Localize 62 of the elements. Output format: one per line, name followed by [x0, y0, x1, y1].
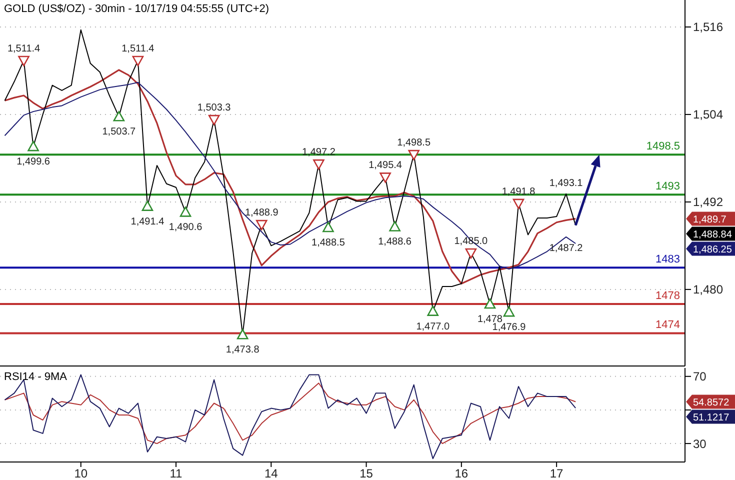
ref-line-label: 1474 [656, 319, 680, 332]
point [236, 329, 248, 340]
point [208, 114, 220, 126]
ref-line-label: 1478 [656, 290, 680, 302]
chart-title: GOLD (US$/OZ) - 30min - 10/17/19 04:55:55 (UTC+2) [4, 3, 270, 15]
data-label: 1,495.4 [368, 160, 402, 172]
y-tick-label: 70 [693, 370, 707, 384]
point [142, 200, 154, 211]
text: 1,486.25 [693, 244, 732, 256]
ref-line-label: 1498.5 [646, 140, 680, 153]
ref-line-label: 1493 [656, 180, 680, 193]
point [512, 198, 524, 210]
y-tick-label: 1,480 [693, 282, 724, 297]
point [180, 206, 192, 217]
point [389, 221, 400, 232]
y-tick-label: 30 [693, 436, 707, 451]
data-label: 1,487.2 [549, 242, 584, 254]
text: 1,489.7 [693, 214, 727, 226]
y-tick-label: 1,504 [693, 108, 724, 122]
point [18, 56, 30, 66]
point [408, 150, 420, 160]
point [427, 306, 439, 316]
point [465, 248, 477, 259]
y-tick-label: 1,492 [693, 195, 724, 210]
data-label: 1,499.6 [16, 156, 50, 168]
data-label: 1,493.1 [549, 178, 584, 189]
text: 54.8572 [693, 398, 730, 409]
data-label: 1,477.0 [416, 321, 450, 332]
line-series [4, 382, 576, 444]
point [113, 111, 125, 122]
x-tick-label: 11 [170, 466, 183, 480]
line-series [4, 374, 576, 460]
data-label: 1,488.5 [312, 237, 346, 248]
text: 1,488.84 [693, 230, 732, 241]
point [322, 222, 334, 232]
x-tick-label: 16 [454, 466, 468, 480]
data-label: 1,473.8 [226, 344, 260, 356]
chart-title: RSI14 - 9MA [4, 371, 68, 383]
point [503, 306, 515, 317]
x-tick-label: 14 [264, 466, 278, 480]
x-tick-label: 10 [74, 466, 88, 480]
y-tick-label: 1,516 [693, 20, 724, 34]
data-label: 1,490.6 [168, 222, 203, 234]
data-label: 1,488.9 [244, 208, 279, 219]
data-label: 1,498.5 [397, 138, 431, 149]
data-label: 1,476.9 [492, 322, 526, 334]
text: 51.1217 [693, 412, 730, 424]
data-label: 1,511.4 [7, 44, 41, 55]
data-label: 1,488.6 [378, 236, 412, 248]
ref-line-label: 1483 [656, 254, 680, 266]
data-label: 1,503.3 [197, 102, 232, 114]
x-tick-label: 15 [360, 466, 374, 480]
point [256, 220, 268, 230]
point [313, 159, 324, 170]
point [484, 298, 496, 309]
data-label: 1,491.4 [130, 216, 165, 228]
x-tick-label: 17 [550, 466, 564, 480]
data-label: 1,503.7 [102, 126, 136, 138]
point [28, 140, 39, 152]
data-label: 1,511.4 [122, 44, 155, 55]
point [380, 172, 391, 183]
point [132, 56, 144, 66]
